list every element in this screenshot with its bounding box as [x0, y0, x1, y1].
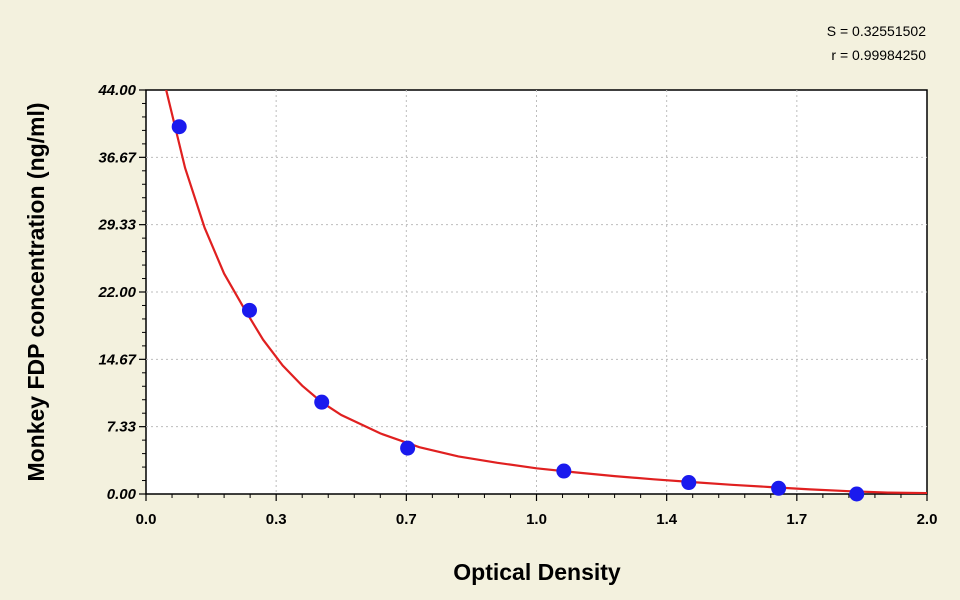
x-tick-label: 1.4: [656, 511, 678, 528]
data-point: [681, 475, 697, 491]
x-tick-label: 0.7: [396, 511, 417, 528]
y-tick-label: 44.00: [97, 82, 136, 99]
x-tick-label: 1.0: [526, 511, 547, 528]
x-tick-label: 0.0: [136, 511, 157, 528]
y-tick-label: 0.00: [107, 486, 137, 503]
minor-ticks: [142, 102, 902, 498]
y-tick-label: 14.67: [98, 351, 136, 368]
data-point: [241, 302, 257, 318]
grid-lines: [146, 90, 927, 494]
x-tick-label: 0.3: [266, 511, 287, 528]
major-ticks: [139, 89, 928, 501]
x-tick-labels: 0.0 0.3 0.7 1.0 1.4 1.7 2.0: [136, 511, 938, 528]
y-tick-label: 7.33: [107, 419, 137, 436]
data-point: [556, 463, 572, 479]
x-tick-label: 1.7: [786, 511, 807, 528]
x-tick-label: 2.0: [917, 511, 938, 528]
stat-r-value: r = 0.99984250: [831, 47, 926, 63]
data-point: [849, 486, 865, 502]
y-tick-label: 22.00: [97, 284, 136, 301]
data-point: [171, 119, 187, 135]
y-tick-label: 29.33: [97, 217, 136, 234]
data-point: [314, 394, 330, 410]
x-axis-label: Optical Density: [453, 559, 621, 585]
stat-s-value: S = 0.32551502: [827, 23, 926, 39]
y-axis-label: Monkey FDP concentration (ng/ml): [23, 102, 49, 481]
y-tick-label: 36.67: [98, 149, 136, 166]
series-layer: [165, 90, 927, 502]
data-point: [400, 440, 416, 456]
data-point: [771, 480, 787, 496]
y-tick-labels: 0.00 7.33 14.67 22.00 29.33 36.67 44.00: [97, 82, 136, 503]
